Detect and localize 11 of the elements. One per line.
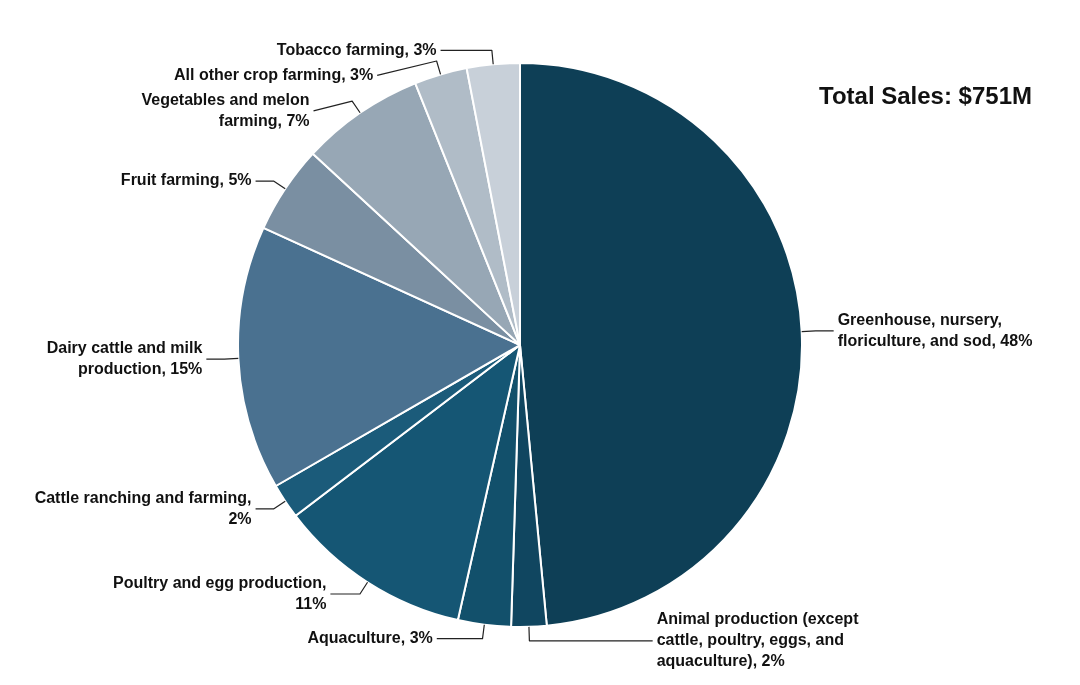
slice-label: Cattle ranching and farming, 2% [34, 488, 252, 527]
slice-label: Aquaculture, 3% [307, 629, 433, 647]
slice-label: Fruit farming, 5% [120, 171, 252, 189]
text: Total Sales: $751M [819, 82, 1032, 110]
slice-label: Greenhouse, nursery, floriculture, and sod, 48% [837, 310, 1033, 349]
slice-label: Poultry and egg production, 11% [113, 573, 327, 612]
slice-label: Animal production (except cattle, poultry, eggs, and aquaculture), 2% [656, 610, 860, 670]
slice-label: Dairy cattle and milk production, 15% [46, 338, 203, 377]
slice-label: Tobacco farming, 3% [276, 40, 437, 58]
slice-label: Vegetables and melon farming, 7% [141, 90, 310, 129]
slice-label: All other crop farming, 3% [174, 65, 374, 83]
